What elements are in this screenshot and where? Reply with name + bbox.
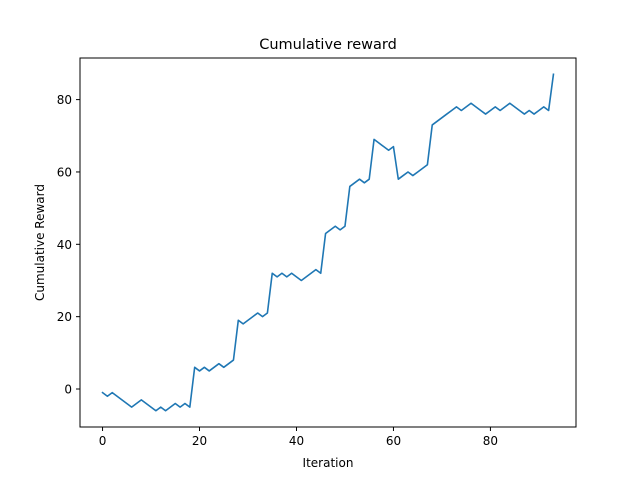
- y-axis: 0 20 40 60 80: [57, 93, 80, 397]
- y-tick-label: 80: [57, 93, 72, 107]
- x-tick-label: 0: [99, 434, 107, 448]
- y-axis-label: Cumulative Reward: [33, 184, 47, 301]
- y-tick-label: 60: [57, 165, 72, 179]
- axes-frame: [79, 57, 577, 428]
- x-axis-label: Iteration: [303, 456, 354, 470]
- y-tick-label: 40: [57, 238, 72, 252]
- y-tick-label: 20: [57, 310, 72, 324]
- x-tick-label: 40: [289, 434, 304, 448]
- series-line: [101, 73, 555, 412]
- x-tick-label: 80: [483, 434, 498, 448]
- chart-title: Cumulative reward: [259, 37, 397, 53]
- x-tick-label: 60: [386, 434, 401, 448]
- plot-area: [101, 73, 555, 412]
- x-axis: 0 20 40 60 80: [99, 427, 498, 448]
- y-tick-label: 0: [64, 383, 72, 397]
- x-tick-label: 20: [192, 434, 207, 448]
